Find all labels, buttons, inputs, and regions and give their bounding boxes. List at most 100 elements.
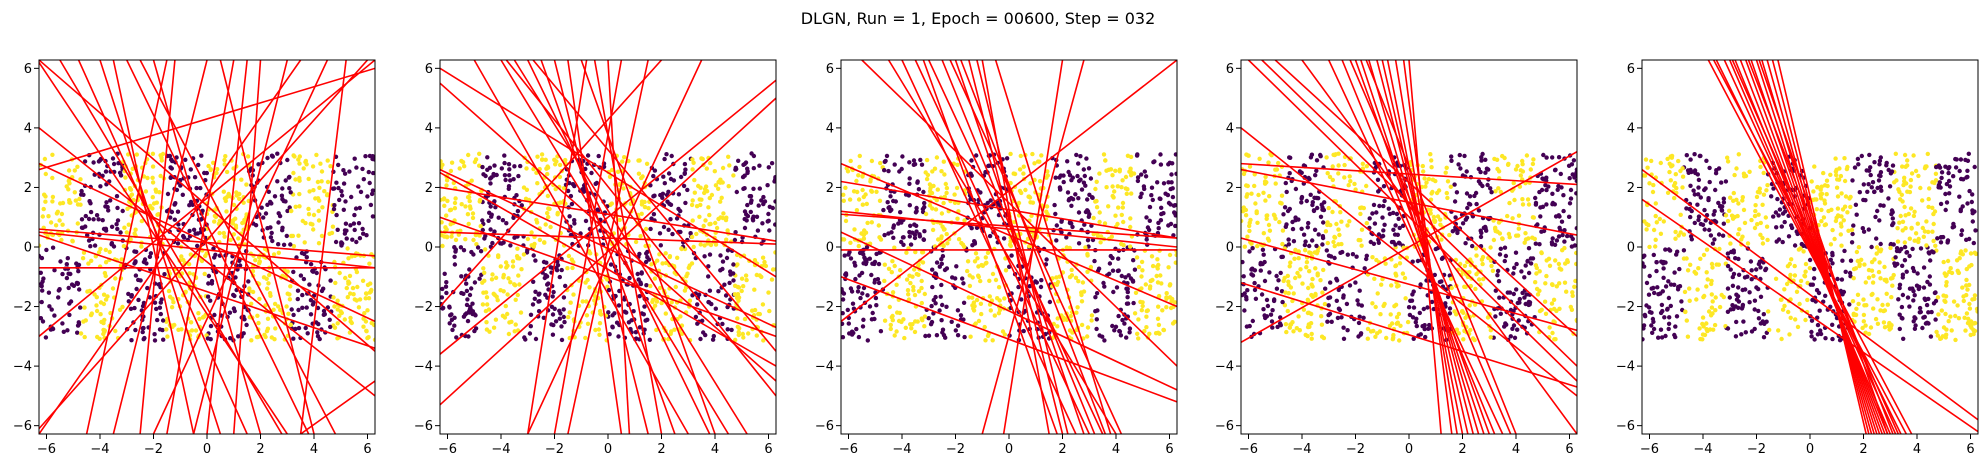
data-point-class1 xyxy=(1467,303,1472,308)
data-point-class1 xyxy=(942,194,947,199)
data-point-class1 xyxy=(265,326,271,331)
data-point-class1 xyxy=(945,241,950,246)
data-point-class1 xyxy=(367,290,373,295)
data-point-class1 xyxy=(98,246,103,252)
data-point-class0 xyxy=(1114,285,1120,290)
data-point-class0 xyxy=(1843,269,1848,274)
data-point-class1 xyxy=(329,230,335,236)
data-point-class0 xyxy=(1367,216,1372,221)
data-point-class1 xyxy=(103,247,109,253)
data-point-class0 xyxy=(1497,295,1502,300)
data-point-class0 xyxy=(550,332,556,337)
data-point-class0 xyxy=(506,162,512,167)
hyperplane-lines xyxy=(39,60,375,434)
x-tick-label: −6 xyxy=(438,442,457,457)
data-point-class0 xyxy=(109,224,115,229)
data-point-class1 xyxy=(571,292,576,297)
data-point-class1 xyxy=(707,222,712,227)
data-point-class1 xyxy=(952,200,958,205)
data-point-class0 xyxy=(485,167,490,172)
data-point-class1 xyxy=(1074,310,1079,315)
hyperplane-line-15 xyxy=(981,60,1050,434)
data-point-class0 xyxy=(1065,190,1071,195)
data-point-class0 xyxy=(1359,303,1365,308)
data-point-class0 xyxy=(1464,169,1469,174)
data-point-class1 xyxy=(928,186,933,191)
data-point-class0 xyxy=(745,170,750,176)
data-point-class0 xyxy=(1134,153,1140,158)
data-point-class0 xyxy=(1171,233,1176,238)
data-point-class0 xyxy=(169,157,174,162)
data-point-class1 xyxy=(934,155,940,160)
data-point-class0 xyxy=(908,223,913,228)
data-point-class0 xyxy=(899,166,904,172)
data-point-class1 xyxy=(956,237,962,242)
data-point-class0 xyxy=(616,334,621,339)
data-point-class0 xyxy=(1339,315,1344,320)
data-point-class1 xyxy=(1106,204,1111,209)
data-point-class1 xyxy=(1468,327,1473,333)
data-point-class1 xyxy=(310,164,316,169)
data-point-class0 xyxy=(968,197,973,202)
data-point-class1 xyxy=(1309,282,1314,287)
data-point-class1 xyxy=(667,254,672,260)
data-point-class1 xyxy=(1079,322,1085,328)
data-point-class1 xyxy=(241,220,247,225)
data-point-class0 xyxy=(288,242,293,247)
data-point-class0 xyxy=(557,308,562,313)
data-point-class1 xyxy=(962,218,967,223)
hyperplane-line-10 xyxy=(1341,60,1496,434)
data-point-class0 xyxy=(501,240,506,245)
data-point-class1 xyxy=(1008,243,1013,249)
data-point-class0 xyxy=(1052,202,1057,208)
data-point-class0 xyxy=(206,281,211,286)
data-point-class0 xyxy=(1527,300,1533,305)
data-point-class0 xyxy=(1087,192,1092,197)
data-point-class0 xyxy=(693,314,699,320)
data-point-class1 xyxy=(367,261,372,266)
data-point-class0 xyxy=(490,240,495,246)
data-point-class1 xyxy=(1544,273,1549,279)
data-point-class0 xyxy=(1323,286,1328,291)
data-point-class1 xyxy=(1496,220,1502,225)
data-point-class0 xyxy=(914,209,919,214)
data-point-class0 xyxy=(1374,210,1379,215)
data-point-class0 xyxy=(339,189,344,194)
data-point-class1 xyxy=(1156,304,1161,309)
data-point-class0 xyxy=(1143,174,1149,179)
data-point-class1 xyxy=(41,206,46,212)
data-point-class0 xyxy=(722,282,727,287)
data-point-class1 xyxy=(941,200,946,206)
data-point-class1 xyxy=(1303,248,1308,253)
data-point-class0 xyxy=(531,253,536,258)
data-point-class0 xyxy=(447,305,452,310)
data-point-class1 xyxy=(1461,337,1466,342)
data-point-class1 xyxy=(1729,213,1735,218)
data-point-class0 xyxy=(596,153,601,159)
data-point-class0 xyxy=(570,182,576,187)
data-point-class1 xyxy=(1431,214,1437,220)
data-point-class0 xyxy=(555,263,561,268)
data-point-class1 xyxy=(939,169,944,174)
data-point-class1 xyxy=(197,316,202,322)
data-point-class0 xyxy=(39,270,43,275)
data-point-class1 xyxy=(1435,214,1441,219)
data-point-class1 xyxy=(215,167,220,172)
data-point-class1 xyxy=(273,326,278,331)
data-point-class0 xyxy=(1869,244,1874,250)
data-point-class0 xyxy=(466,309,472,314)
data-point-class0 xyxy=(766,211,771,217)
data-point-class0 xyxy=(64,275,70,281)
data-point-class0 xyxy=(857,273,862,278)
data-point-class0 xyxy=(129,338,134,343)
data-point-class0 xyxy=(1695,202,1700,207)
data-point-class0 xyxy=(1245,288,1250,293)
y-tick-label: 6 xyxy=(425,62,433,77)
data-point-class0 xyxy=(1053,175,1058,180)
data-point-class0 xyxy=(917,234,923,239)
data-point-class0 xyxy=(648,226,653,232)
data-point-class1 xyxy=(1167,295,1173,300)
data-point-class1 xyxy=(179,254,184,259)
data-point-class0 xyxy=(1270,325,1275,330)
data-point-class1 xyxy=(903,325,908,330)
